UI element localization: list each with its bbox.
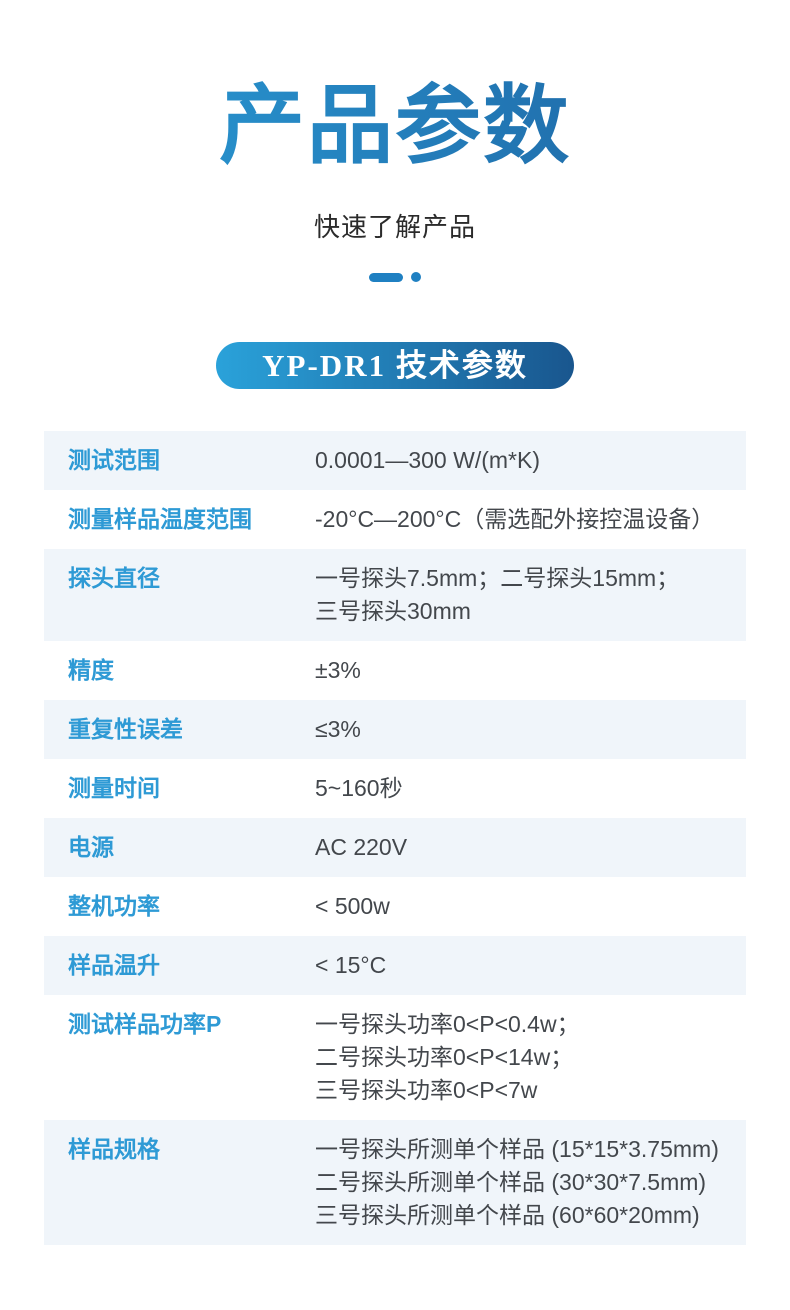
spec-row: 重复性误差 ≤3% (44, 700, 746, 760)
dash-dot-decoration (0, 272, 790, 283)
spec-value: 一号探头所测单个样品 (15*15*3.75mm) 二号探头所测单个样品 (30*… (315, 1133, 746, 1232)
spec-row: 电源 AC 220V (44, 818, 746, 878)
spec-row: 测量样品温度范围 -20°C—200°C（需选配外接控温设备） (44, 490, 746, 549)
spec-value-line: 三号探头所测单个样品 (60*60*20mm) (315, 1202, 700, 1229)
spec-label: 样品规格 (68, 1136, 160, 1163)
spec-value: 一号探头7.5mm；二号探头15mm； 三号探头30mm (315, 562, 746, 628)
spec-value-line: 0.0001—300 W/(m*K) (315, 447, 540, 474)
spec-row: 测试范围 0.0001—300 W/(m*K) (44, 431, 746, 491)
spec-label: 精度 (68, 657, 114, 684)
spec-label: 电源 (68, 834, 114, 861)
spec-value-line: 二号探头功率0<P<14w； (315, 1044, 574, 1071)
spec-value: AC 220V (315, 831, 746, 864)
spec-value-line: < 15°C (315, 952, 387, 979)
section-badge-wrap: YP-DR1 技术参数 (0, 342, 790, 390)
section-badge: YP-DR1 技术参数 (216, 342, 574, 390)
spec-row: 探头直径 一号探头7.5mm；二号探头15mm； 三号探头30mm (44, 549, 746, 642)
spec-value-line: 三号探头30mm (315, 598, 471, 625)
spec-label: 测试样品功率P (68, 1011, 222, 1038)
spec-row: 测试样品功率P 一号探头功率0<P<0.4w； 二号探头功率0<P<14w； 三号探… (44, 995, 746, 1120)
spec-value: ≤3% (315, 713, 746, 746)
spec-value-line: 二号探头所测单个样品 (30*30*7.5mm) (315, 1169, 707, 1196)
spec-value: 5~160秒 (315, 772, 746, 805)
spec-value: < 500w (315, 890, 746, 923)
spec-row: 测量时间 5~160秒 (44, 759, 746, 818)
spec-row: 样品规格 一号探头所测单个样品 (15*15*3.75mm) 二号探头所测单个样品… (44, 1120, 746, 1246)
spec-label: 测试范围 (68, 447, 160, 474)
spec-label: 样品温升 (68, 952, 160, 979)
dot-icon (411, 272, 421, 283)
dash-icon (369, 272, 403, 282)
spec-label: 整机功率 (68, 893, 160, 920)
spec-label: 测量样品温度范围 (68, 506, 252, 533)
spec-label: 重复性误差 (68, 716, 183, 743)
spec-value-line: 三号探头功率0<P<7w (315, 1077, 538, 1104)
spec-value-line: ±3% (315, 657, 361, 684)
spec-row: 整机功率 < 500w (44, 877, 746, 936)
spec-value-line: 5~160秒 (315, 775, 403, 802)
spec-value-line: 一号探头功率0<P<0.4w； (315, 1011, 580, 1038)
spec-value-line: < 500w (315, 893, 390, 920)
spec-label: 测量时间 (68, 775, 160, 802)
spec-value: ±3% (315, 654, 746, 687)
spec-value: < 15°C (315, 949, 746, 982)
spec-value-line: AC 220V (315, 834, 408, 861)
spec-value: -20°C—200°C（需选配外接控温设备） (315, 503, 746, 536)
spec-value-line: ≤3% (315, 716, 361, 743)
spec-value-line: -20°C—200°C（需选配外接控温设备） (315, 506, 715, 533)
spec-row: 样品温升 < 15°C (44, 936, 746, 996)
product-parameters-page: 产品参数 快速了解产品 YP-DR1 技术参数 测试范围 0.0001—300 … (0, 76, 790, 1246)
spec-value: 一号探头功率0<P<0.4w； 二号探头功率0<P<14w； 三号探头功率0<P<7… (315, 1008, 746, 1107)
spec-value: 0.0001—300 W/(m*K) (315, 444, 746, 477)
spec-table: 测试范围 0.0001—300 W/(m*K) 测量样品温度范围 -20°C—2… (44, 431, 746, 1246)
spec-value-line: 一号探头7.5mm；二号探头15mm； (315, 565, 680, 592)
page-title: 产品参数 (0, 76, 790, 177)
page-subtitle: 快速了解产品 (313, 212, 476, 243)
spec-row: 精度 ±3% (44, 641, 746, 700)
spec-label: 探头直径 (68, 565, 160, 592)
spec-value-line: 一号探头所测单个样品 (15*15*3.75mm) (315, 1136, 719, 1163)
